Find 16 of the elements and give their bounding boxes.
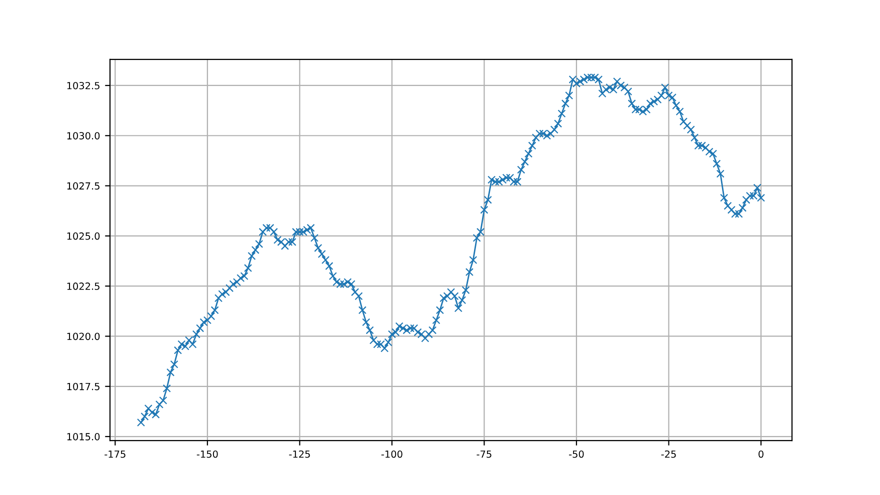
y-tick-label: 1032.5 xyxy=(67,82,100,90)
x-tick-label: -100 xyxy=(381,450,402,458)
x-tick-label: -75 xyxy=(476,450,492,458)
x-tick-label: -50 xyxy=(569,450,584,458)
y-tick-label: 1015.0 xyxy=(67,433,100,440)
x-tick-label: -150 xyxy=(196,450,218,458)
y-tick-label: 1025.0 xyxy=(67,232,100,240)
y-tick-label: 1030.0 xyxy=(67,132,100,140)
x-tick-label: -175 xyxy=(104,450,126,458)
y-tick-label: 1027.5 xyxy=(67,182,100,190)
x-tick-label: -25 xyxy=(661,450,676,458)
y-tick-label: 1022.5 xyxy=(67,282,100,290)
x-tick-label: 0 xyxy=(758,450,764,458)
y-tick-label: 1017.5 xyxy=(67,382,100,390)
x-tick-label: -125 xyxy=(289,450,310,458)
y-tick-label: 1020.0 xyxy=(67,332,100,340)
